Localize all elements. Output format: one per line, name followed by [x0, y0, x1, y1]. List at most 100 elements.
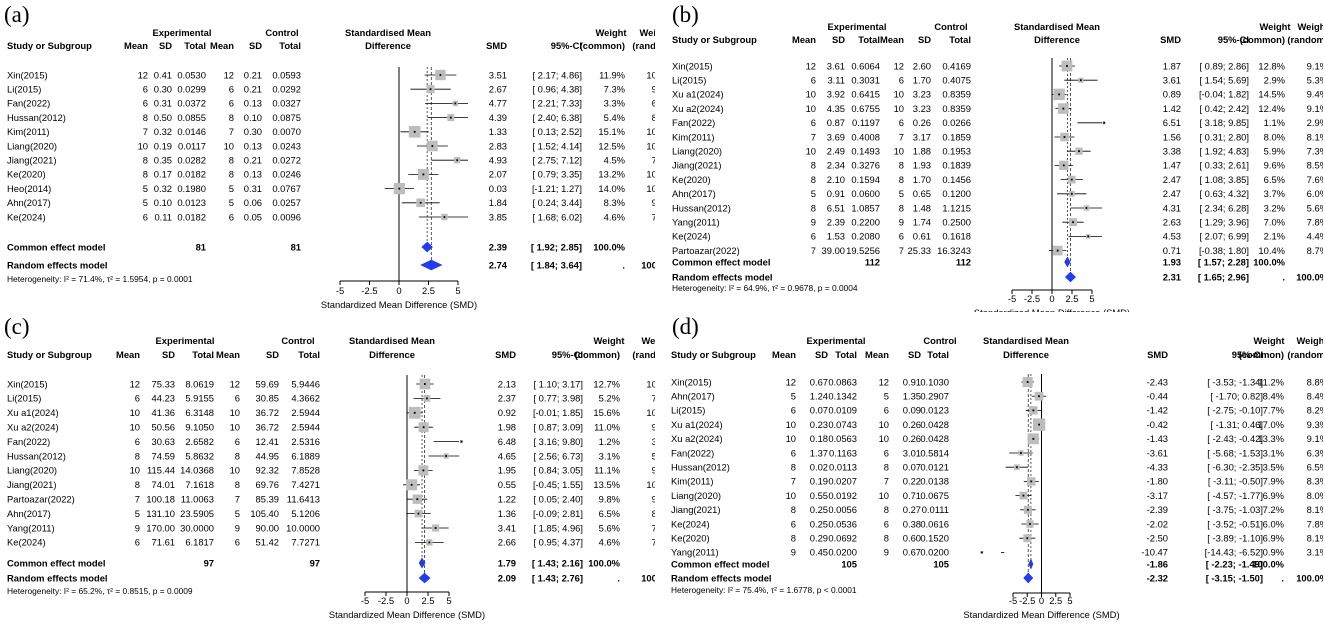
study-ci: [ 1.54; 5.69] — [1199, 75, 1249, 86]
c-sd: 0.13 — [244, 169, 262, 180]
header-smd-title-2: Difference — [1034, 34, 1080, 45]
e-total: 0.0530 — [177, 69, 206, 80]
c-sd: 0.67 — [903, 547, 921, 558]
e-sd: 0.07 — [810, 405, 828, 416]
c-sd: 0.21 — [244, 69, 262, 80]
e-mean: 9 — [791, 547, 796, 558]
study-ci: [ 0.95; 4.37] — [533, 537, 583, 548]
e-mean: 6 — [143, 84, 148, 95]
study-weight-random: 10.6% — [646, 183, 655, 194]
common-effect-label: Common effect model — [7, 557, 105, 568]
study-weight-common: 15.6% — [593, 407, 620, 418]
c-sd: 51.42 — [256, 537, 279, 548]
heterogeneity-text: Heterogeneity: I² = 64.9%, τ² = 0.9678, … — [672, 283, 858, 293]
c-sd: 3.23 — [913, 103, 931, 114]
study-weight-random: 6.5% — [1307, 462, 1323, 473]
e-mean: 7 — [791, 476, 796, 487]
c-total: 0.0123 — [920, 405, 949, 416]
study-point — [1070, 192, 1073, 195]
e-total: 0.2200 — [851, 217, 880, 228]
study-weight-random: 7.6% — [1307, 174, 1323, 185]
study-point — [1022, 494, 1025, 497]
study-weight-common: 1.1% — [1264, 117, 1285, 128]
e-mean: 6 — [791, 405, 796, 416]
study-smd: 2.07 — [489, 169, 507, 180]
header-weight-random: Weight — [641, 335, 655, 346]
e-mean: 8 — [791, 533, 796, 544]
study-smd: 1.22 — [498, 494, 516, 505]
header-c-mean: Mean — [210, 40, 234, 51]
random-weight-random: 100.0% — [1296, 271, 1323, 282]
study-point — [422, 426, 425, 429]
c-sd: 0.26 — [903, 419, 921, 430]
e-total: 0.3031 — [851, 75, 880, 86]
c-total: 0.0096 — [272, 211, 301, 222]
study-name: Xu a1(2024) — [672, 89, 724, 100]
header-weight-common: Weight — [1253, 335, 1284, 346]
e-mean: 8 — [811, 160, 816, 171]
x-axis-label: Standardized Mean Difference (SMD) — [329, 609, 485, 620]
study-smd: -2.39 — [1147, 504, 1168, 515]
e-mean: 8 — [143, 155, 148, 166]
header-c-mean: Mean — [880, 34, 904, 45]
e-total: 0.0372 — [177, 98, 206, 109]
e-mean: 6 — [791, 447, 796, 458]
study-name: Xin(2015) — [672, 60, 713, 71]
study-smd: -1.80 — [1147, 476, 1168, 487]
study-smd: 3.85 — [489, 211, 507, 222]
study-name: Ke(2024) — [7, 211, 46, 222]
common-weight-common: 100.0% — [588, 557, 620, 568]
common-e-total: 112 — [865, 256, 880, 267]
study-ci: [ 0.42; 2.42] — [1199, 103, 1249, 114]
study-ci: [ 1.68; 6.02] — [532, 211, 582, 222]
c-sd: 90.00 — [256, 522, 279, 533]
c-sd: 3.23 — [913, 89, 931, 100]
c-sd: 0.60 — [903, 533, 921, 544]
study-name: Yang(2011) — [672, 217, 720, 228]
study-name: Jiang(2021) — [672, 160, 722, 171]
common-c-total: 97 — [310, 557, 320, 568]
study-weight-common: 4.5% — [604, 155, 625, 166]
e-total: 5.8632 — [185, 450, 214, 461]
c-sd: 3.01 — [903, 447, 921, 458]
c-mean: 5 — [229, 183, 234, 194]
e-sd: 3.69 — [827, 131, 845, 142]
header-c-mean: Mean — [865, 349, 889, 360]
x-axis-label: Standardized Mean Difference (SMD) — [321, 299, 477, 310]
c-mean: 7 — [229, 126, 234, 137]
c-sd: 0.38 — [903, 518, 921, 529]
study-weight-common: 4.6% — [599, 537, 620, 548]
study-weight-random: 7.1% — [652, 537, 655, 548]
c-total: 0.0272 — [272, 155, 301, 166]
study-smd: 2.13 — [498, 378, 516, 389]
header-weight-common-2: (common) — [1239, 349, 1284, 360]
random-weight-random: 100.0% — [641, 259, 655, 270]
header-weight-common-2: (common) — [580, 40, 625, 51]
header-ci: 95%-CI — [1218, 34, 1249, 45]
c-total: 5.9446 — [291, 378, 320, 389]
c-total: 0.1839 — [942, 160, 971, 171]
study-weight-common: 11.0% — [594, 422, 620, 433]
study-ci: [ 2.56; 6.73] — [533, 450, 583, 461]
study-weight-random: 7.8% — [652, 522, 655, 533]
study-ci: [ -1.70; 0.82] — [1210, 391, 1263, 402]
header-weight-random: Weight — [639, 27, 655, 38]
e-mean: 12 — [786, 376, 796, 387]
c-mean: 7 — [884, 476, 889, 487]
study-smd: 4.93 — [489, 155, 507, 166]
study-point — [1032, 409, 1035, 412]
e-sd: 1.53 — [827, 231, 845, 242]
common-ci: [ 1.43; 2.16] — [532, 557, 583, 568]
study-name: Ke(2020) — [672, 174, 711, 185]
c-mean: 6 — [899, 117, 904, 128]
e-sd: 0.17 — [154, 169, 172, 180]
c-sd: 0.65 — [913, 188, 931, 199]
c-total: 0.2907 — [920, 391, 949, 402]
study-weight-common: 3.3% — [604, 98, 625, 109]
e-mean: 10 — [786, 419, 796, 430]
e-total: 0.1197 — [852, 117, 880, 128]
e-sd: 2.49 — [827, 146, 845, 157]
study-name: Jiang(2021) — [671, 504, 721, 515]
e-mean: 10 — [786, 433, 796, 444]
study-point — [445, 455, 447, 457]
